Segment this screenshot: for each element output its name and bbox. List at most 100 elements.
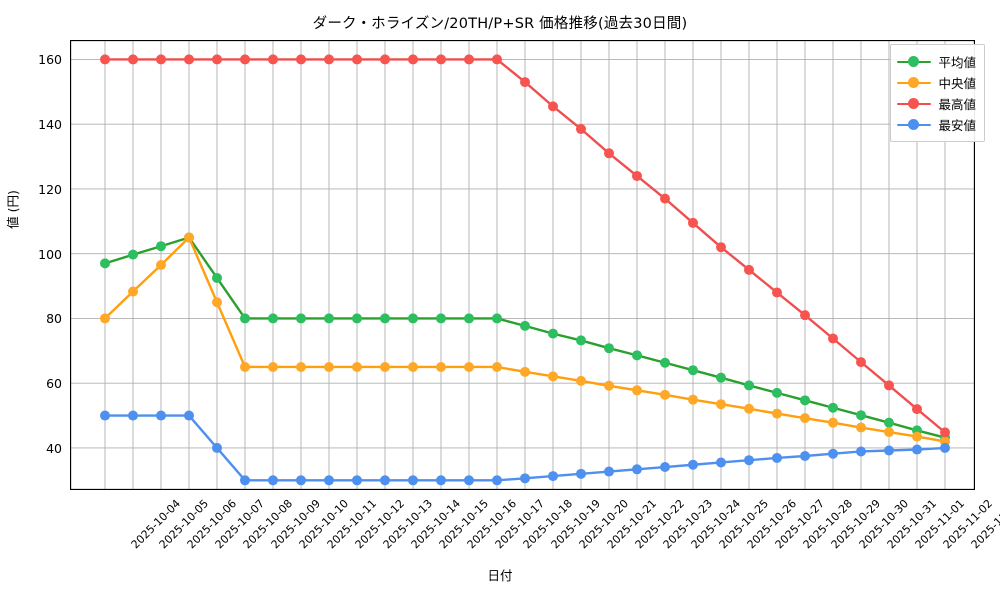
data-point-marker: [884, 417, 894, 428]
data-point-marker: [128, 410, 138, 421]
data-point-marker: [856, 357, 866, 368]
data-point-marker: [688, 394, 698, 405]
data-point-marker: [716, 399, 726, 410]
data-point-marker: [100, 54, 110, 65]
data-point-marker: [576, 124, 586, 135]
legend-swatch-icon: [897, 118, 932, 132]
data-point-marker: [744, 455, 754, 466]
data-point-marker: [240, 361, 250, 372]
x-tick-label: 2025-10-12: [352, 497, 408, 552]
data-point-marker: [268, 313, 278, 324]
data-point-marker: [324, 475, 334, 486]
y-tick-label: 40: [46, 440, 62, 456]
data-point-marker: [156, 260, 166, 270]
legend-swatch-icon: [897, 55, 932, 69]
data-point-marker: [688, 365, 698, 376]
data-point-marker: [380, 361, 390, 372]
x-tick-label: 2025-10-23: [660, 497, 716, 552]
data-point-marker: [604, 380, 614, 391]
x-tick-label: 2025-10-10: [296, 497, 352, 552]
data-point-marker: [800, 395, 810, 406]
data-point-marker: [296, 475, 306, 486]
data-point-marker: [464, 313, 474, 324]
data-point-marker: [856, 410, 866, 421]
data-point-marker: [744, 380, 754, 391]
x-tick-label: 2025-10-11: [324, 497, 380, 552]
legend-item-1[interactable]: 中央値: [897, 72, 976, 93]
data-point-marker: [912, 444, 922, 455]
data-point-marker: [268, 475, 278, 486]
data-point-marker: [632, 170, 642, 181]
data-point-marker: [240, 475, 250, 486]
data-point-marker: [632, 385, 642, 396]
data-point-marker: [268, 361, 278, 372]
data-point-marker: [856, 422, 866, 433]
data-point-marker: [576, 468, 586, 479]
data-point-marker: [436, 361, 446, 372]
data-point-marker: [184, 232, 194, 243]
data-point-marker: [240, 313, 250, 324]
data-point-marker: [576, 375, 586, 386]
data-point-marker: [324, 54, 334, 65]
data-point-marker: [772, 287, 782, 298]
data-point-marker: [716, 372, 726, 383]
data-point-marker: [856, 446, 866, 457]
data-point-marker: [296, 313, 306, 324]
legend-label: 最安値: [938, 118, 976, 133]
x-tick-label: 2025-10-31: [884, 497, 940, 552]
data-point-marker: [436, 475, 446, 486]
y-tick-label: 120: [38, 181, 62, 197]
x-tick-label: 2025-10-26: [744, 497, 800, 552]
data-point-marker: [408, 313, 418, 324]
data-point-marker: [100, 410, 110, 421]
data-point-marker: [604, 343, 614, 354]
data-point-marker: [156, 241, 166, 252]
x-tick-label: 2025-10-04: [128, 497, 184, 552]
x-tick-label: 2025-10-13: [380, 497, 436, 552]
data-point-marker: [212, 272, 222, 283]
data-point-marker: [548, 471, 558, 482]
data-point-marker: [660, 462, 670, 473]
x-tick-label: 2025-10-15: [436, 497, 492, 552]
plot-svg: [70, 40, 975, 490]
data-point-marker: [352, 361, 362, 372]
data-point-marker: [632, 350, 642, 361]
x-tick-label: 2025-11-03: [968, 497, 1000, 552]
data-point-marker: [576, 335, 586, 346]
data-point-marker: [604, 466, 614, 477]
data-point-marker: [492, 313, 502, 324]
x-axis-label: 日付: [487, 568, 513, 583]
x-tick-label: 2025-10-28: [800, 497, 856, 552]
data-point-marker: [520, 366, 530, 377]
data-point-marker: [548, 371, 558, 382]
data-point-marker: [408, 361, 418, 372]
data-point-marker: [716, 457, 726, 468]
data-point-marker: [828, 417, 838, 428]
data-point-marker: [884, 445, 894, 456]
x-tick-label: 2025-10-24: [688, 497, 744, 552]
data-point-marker: [744, 403, 754, 414]
data-point-marker: [352, 313, 362, 324]
data-point-marker: [464, 361, 474, 372]
data-point-marker: [352, 54, 362, 65]
legend-item-2[interactable]: 最高値: [897, 93, 976, 114]
data-point-marker: [800, 413, 810, 424]
data-point-marker: [380, 313, 390, 324]
x-tick-label: 2025-10-22: [632, 497, 688, 552]
data-point-marker: [296, 54, 306, 65]
data-point-marker: [128, 286, 138, 297]
data-point-marker: [100, 313, 110, 324]
x-tick-label: 2025-11-02: [940, 497, 996, 552]
legend-item-0[interactable]: 平均値: [897, 51, 976, 72]
x-tick-label: 2025-10-29: [828, 497, 884, 552]
data-point-marker: [520, 473, 530, 484]
data-point-marker: [912, 404, 922, 415]
x-tick-label: 2025-10-18: [520, 497, 576, 552]
data-point-marker: [380, 54, 390, 65]
data-point-marker: [660, 357, 670, 368]
legend-item-3[interactable]: 最安値: [897, 114, 976, 135]
data-point-marker: [464, 54, 474, 65]
data-point-marker: [632, 464, 642, 475]
chart-title: ダーク・ホライズン/20TH/P+SR 価格推移(過去30日間): [312, 16, 688, 32]
x-tick-label: 2025-10-09: [268, 497, 324, 552]
